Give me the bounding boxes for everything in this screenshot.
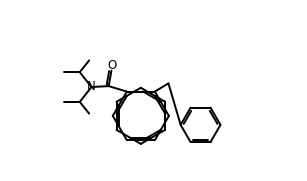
Text: N: N	[87, 80, 96, 93]
Text: O: O	[107, 59, 116, 72]
